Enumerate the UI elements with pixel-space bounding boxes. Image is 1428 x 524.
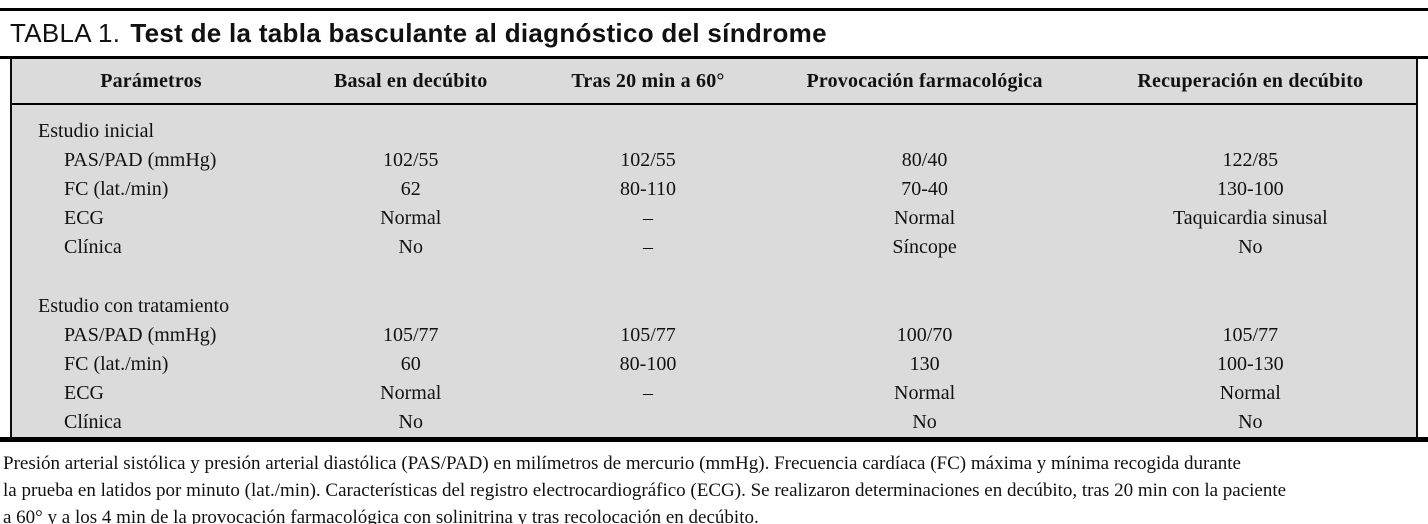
value-cell: 122/85: [1222, 149, 1279, 171]
value-cell: [290, 104, 531, 146]
value-cell: [531, 292, 764, 321]
value-cell: 100/70: [896, 324, 953, 346]
value-cell: [765, 104, 1085, 146]
value-cell: –: [643, 236, 653, 258]
table-row: ECG Normal – Normal Taquicardia sinusal: [12, 204, 1416, 233]
value-cell: No: [398, 236, 423, 258]
value-cell: No: [912, 411, 937, 433]
value-cell: Normal: [380, 382, 442, 404]
row-label-cell: Estudio inicial: [38, 120, 155, 142]
value-cell: Taquicardia sinusal: [1172, 207, 1328, 229]
empty-cell: [12, 262, 290, 292]
value-cell: No: [398, 411, 423, 433]
footnote-line: Presión arterial sistólica y presión art…: [3, 453, 1241, 474]
column-header-basal: Basal en decúbito: [289, 59, 532, 105]
table-row: PAS/PAD (mmHg) 102/55 102/55 80/40 122/8…: [12, 146, 1416, 175]
row-label-cell: Estudio con tratamiento: [38, 295, 230, 317]
value-cell: 70-40: [901, 178, 948, 200]
row-label-cell: ECG: [64, 382, 104, 404]
table-row: FC (lat./min) 60 80-100 130 100-130: [12, 350, 1416, 379]
empty-cell: [1085, 262, 1416, 292]
header-row: Parámetros Basal en decúbito Tras 20 min…: [12, 59, 1416, 105]
column-header-tras-20-min: Tras 20 min a 60°: [531, 59, 765, 105]
value-cell: 102/55: [382, 149, 439, 171]
table-header: Parámetros Basal en decúbito Tras 20 min…: [12, 59, 1416, 105]
value-cell: [1085, 292, 1416, 321]
table-row: Clínica No No No: [12, 408, 1416, 437]
value-cell: 100-130: [1216, 353, 1284, 375]
value-cell: [531, 408, 764, 437]
table-row: FC (lat./min) 62 80-110 70-40 130-100: [12, 175, 1416, 204]
footnote: Presión arterial sistólica y presión art…: [3, 450, 1428, 524]
row-label-cell: Clínica: [64, 411, 122, 433]
value-cell: 60: [400, 353, 421, 375]
row-label-cell: FC (lat./min): [64, 178, 169, 200]
value-cell: No: [1238, 236, 1263, 258]
value-cell: 130: [909, 353, 940, 375]
spacer-row: [12, 262, 1416, 292]
bottom-rule: [0, 437, 1428, 442]
value-cell: [290, 292, 531, 321]
value-cell: [531, 104, 764, 146]
value-cell: Síncope: [892, 236, 957, 258]
value-cell: Normal: [1219, 382, 1281, 404]
row-label-cell: PAS/PAD (mmHg): [64, 149, 217, 171]
value-cell: 80-100: [619, 353, 677, 375]
table-container: Parámetros Basal en decúbito Tras 20 min…: [10, 59, 1418, 437]
value-cell: Normal: [894, 207, 956, 229]
row-label-cell: FC (lat./min): [64, 353, 169, 375]
table-row-section: Estudio con tratamiento: [12, 292, 1416, 321]
table-row: ECG Normal – Normal Normal: [12, 379, 1416, 408]
table-number-label: TABLA 1.: [10, 18, 121, 48]
value-cell: 80/40: [901, 149, 948, 171]
data-table: Parámetros Basal en decúbito Tras 20 min…: [12, 59, 1416, 437]
footnote-line: a 60° y a los 4 min de la provocación fa…: [3, 507, 759, 524]
value-cell: –: [643, 207, 653, 229]
column-header-parametros: Parámetros: [12, 59, 290, 105]
top-rule: [0, 8, 1428, 11]
empty-cell: [290, 262, 531, 292]
table-row-section: Estudio inicial: [12, 104, 1416, 146]
value-cell: 102/55: [620, 149, 676, 171]
empty-cell: [531, 262, 764, 292]
value-cell: Normal: [894, 382, 956, 404]
table-title: TABLA 1. Test de la tabla basculante al d…: [10, 17, 1418, 49]
value-cell: 62: [400, 178, 421, 200]
value-cell: 105/77: [620, 324, 676, 346]
value-cell: 105/77: [1222, 324, 1279, 346]
value-cell: 130-100: [1216, 178, 1284, 200]
column-header-recuperacion: Recuperación en decúbito: [1084, 59, 1416, 105]
column-header-provocacion: Provocación farmacológica: [764, 59, 1085, 105]
table-row: PAS/PAD (mmHg) 105/77 105/77 100/70 105/…: [12, 321, 1416, 350]
row-label-cell: ECG: [64, 207, 104, 229]
table-row: Clínica No – Síncope No: [12, 233, 1416, 262]
empty-cell: [765, 262, 1085, 292]
value-cell: No: [1238, 411, 1263, 433]
value-cell: [765, 292, 1085, 321]
row-label-cell: PAS/PAD (mmHg): [64, 324, 217, 346]
value-cell: 105/77: [382, 324, 439, 346]
footnote-line: la prueba en latidos por minuto (lat./mi…: [3, 480, 1287, 501]
paper-table-figure: TABLA 1. Test de la tabla basculante al d…: [0, 8, 1428, 524]
value-cell: Normal: [380, 207, 442, 229]
title-separator-rule: [0, 56, 1428, 59]
value-cell: 80-110: [620, 178, 676, 200]
table-body: Estudio inicial PAS/PAD (mmHg) 102/55 10…: [12, 104, 1416, 437]
value-cell: –: [643, 382, 653, 404]
row-label-cell: Clínica: [64, 236, 122, 258]
table-title-text: Test de la tabla basculante al diagnósti…: [130, 18, 827, 48]
value-cell: [1085, 104, 1416, 146]
